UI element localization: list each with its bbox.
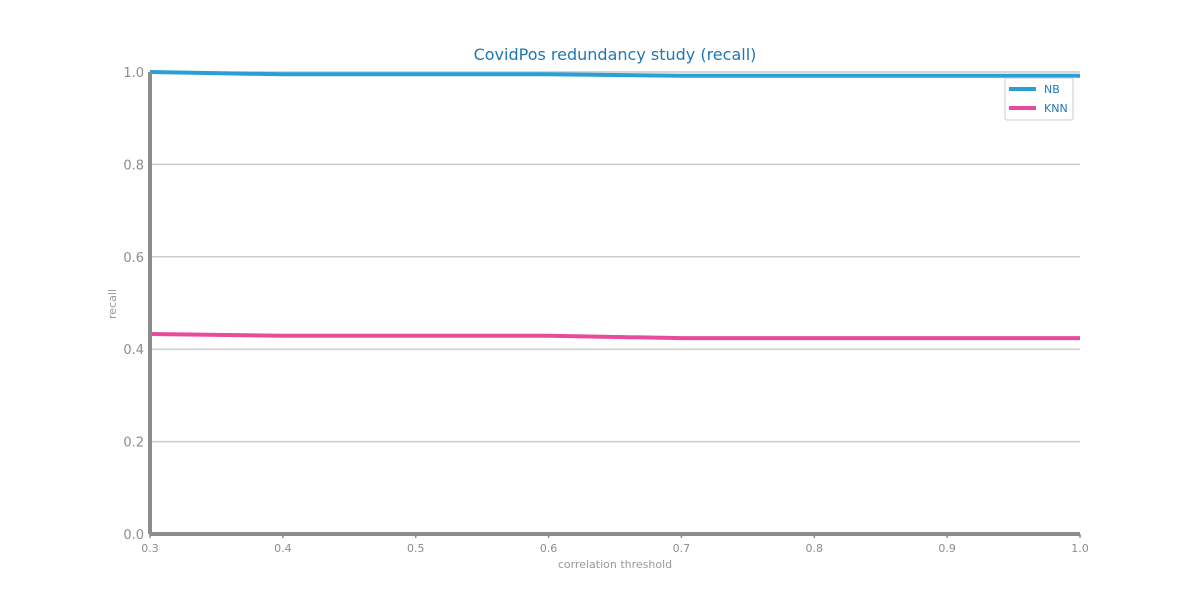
x-tick-label: 0.5 (407, 542, 425, 555)
y-tick-label: 0.0 (123, 528, 144, 543)
y-axis-label: recall (106, 289, 119, 319)
x-tick-labels: 0.3 0.4 0.5 0.6 0.7 0.8 0.9 1.0 (141, 534, 1089, 555)
x-tick-label: 1.0 (1071, 542, 1089, 555)
y-tick-label: 1.0 (123, 66, 144, 81)
legend-label: KNN (1044, 102, 1068, 115)
chart-title: CovidPos redundancy study (recall) (474, 45, 757, 64)
legend: NB KNN (1004, 77, 1074, 121)
series-line-knn (149, 332, 1080, 341)
y-tick-label: 0.8 (123, 158, 144, 173)
y-tick-labels: 0.0 0.2 0.4 0.6 0.8 1.0 (123, 66, 144, 543)
x-axis-label: correlation threshold (558, 558, 672, 571)
y-tick-label: 0.4 (123, 343, 144, 358)
series-lines (149, 70, 1081, 341)
y-tick-label: 0.2 (123, 436, 144, 451)
legend-label: NB (1044, 83, 1060, 96)
grid (150, 71, 1080, 443)
x-tick-label: 0.3 (141, 542, 159, 555)
x-tick-label: 0.7 (673, 542, 691, 555)
series-line-nb (149, 70, 1080, 78)
x-tick-label: 0.8 (806, 542, 824, 555)
x-tick-label: 0.6 (540, 542, 558, 555)
x-tick-label: 0.4 (274, 542, 292, 555)
y-tick-label: 0.6 (123, 251, 144, 266)
x-tick-label: 0.9 (938, 542, 956, 555)
